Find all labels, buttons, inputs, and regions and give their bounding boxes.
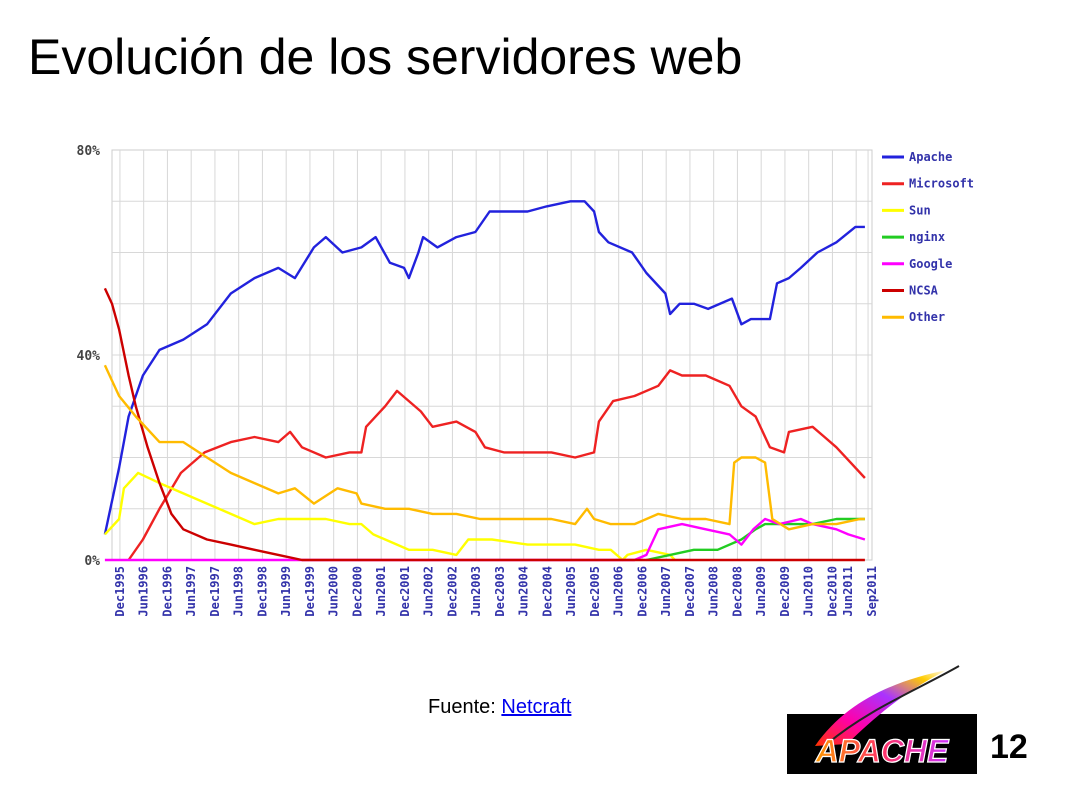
x-tick-label: Jun2011 [841,566,855,617]
x-tick-label: Dec1998 [255,566,269,617]
x-tick-label: Dec1996 [160,566,174,617]
legend-label: NCSA [909,284,939,298]
x-tick-label: Dec2001 [398,566,412,617]
x-tick-label: Sep2011 [865,566,879,617]
x-tick-label: Jun2008 [707,566,721,617]
x-tick-label: Jun2007 [659,566,673,617]
source-label: Fuente: [428,696,496,718]
x-tick-label: Dec1995 [113,566,127,617]
series-line-ncsa [103,287,865,562]
series-line-microsoft [127,369,866,561]
slide-title: Evolución de los servidores web [28,29,743,85]
x-tick-label: Dec2004 [540,566,554,617]
x-tick-label: Jun2005 [564,566,578,617]
legend-label: Other [909,310,945,324]
legend-label: Google [909,257,952,271]
x-tick-label: Dec2002 [445,566,459,617]
x-tick-label: Jun2004 [517,566,531,617]
x-tick-label: Dec2000 [350,566,364,617]
legend-label: Microsoft [909,177,974,191]
x-tick-label: Jun1999 [279,566,293,617]
apache-logo-text: APACHE [815,733,950,769]
x-tick-label: Jun2010 [802,566,816,617]
y-tick-label: 40% [77,349,101,364]
x-tick-label: Jun1996 [137,566,151,617]
x-tick-label: Jun2002 [422,566,436,617]
x-tick-label: Jun2000 [327,566,341,617]
x-tick-label: Jun2003 [469,566,483,617]
legend-label: Sun [909,203,931,217]
x-tick-label: Dec2005 [588,566,602,617]
series-line-other [103,364,865,531]
x-tick-label: Dec2009 [778,566,792,617]
series-line-google [104,517,866,562]
x-tick-label: Jun2006 [612,566,626,617]
source-caption: Fuente: Netcraft [428,696,571,719]
series-line-apache [103,200,865,535]
x-tick-label: Jun1998 [232,566,246,617]
x-tick-label: Dec1997 [208,566,222,617]
x-tick-label: Dec1999 [303,566,317,617]
series-line-sun [104,471,676,562]
x-tick-label: Jun2001 [374,566,388,617]
series-line-nginx [646,517,865,562]
x-tick-label: Dec2006 [635,566,649,617]
apache-logo: APACHE [787,665,977,774]
source-link[interactable]: Netcraft [501,696,572,718]
x-tick-label: Jun2009 [754,566,768,617]
x-tick-label: Dec2008 [730,566,744,617]
page-number: 12 [990,728,1028,766]
x-tick-label: Jun1997 [184,566,198,617]
legend-label: nginx [909,230,945,244]
legend-label: Apache [909,150,952,164]
x-tick-label: Dec2010 [825,566,839,617]
y-tick-label: 0% [84,554,100,569]
y-tick-label: 80% [77,144,101,159]
x-tick-label: Dec2003 [493,566,507,617]
line-chart: 0% 40% 80% Dec1995 Jun1996 Dec1996 Jun1997 Dec… [77,144,975,617]
x-tick-label: Dec2007 [683,566,697,617]
